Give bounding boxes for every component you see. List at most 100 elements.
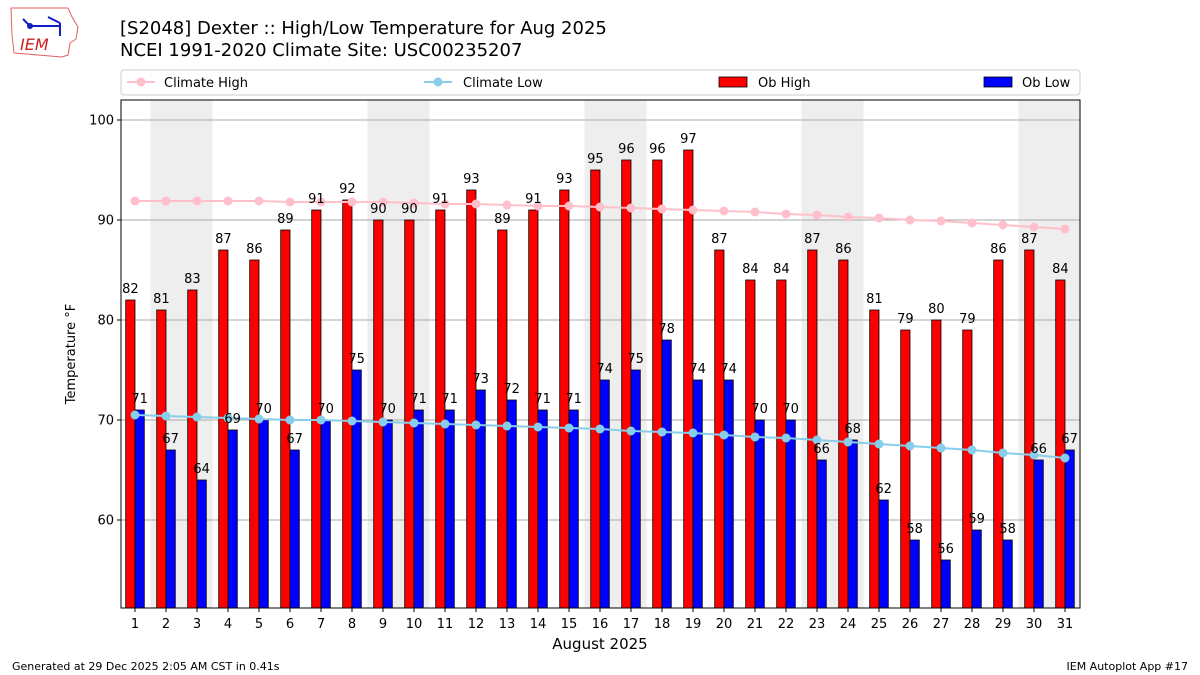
ob-low-label: 71: [131, 392, 148, 407]
ob-low-bar: [351, 369, 362, 609]
climate-high-point: [843, 212, 853, 222]
ob-high-bar: [869, 309, 880, 609]
climate-high-point: [1029, 222, 1039, 232]
ob-low-bar: [940, 559, 951, 609]
ob-low-label: 71: [534, 392, 551, 407]
ob-high-bar: [714, 249, 725, 609]
ob-high-label: 89: [277, 212, 294, 227]
ob-low-bar: [227, 429, 238, 609]
climate-high-point: [1060, 224, 1070, 234]
ob-high-label: 87: [1021, 232, 1038, 247]
ob-low-label: 66: [813, 442, 830, 457]
x-tick-label: 25: [871, 617, 888, 632]
climate-low-point: [161, 411, 171, 421]
ob-low-label: 67: [162, 432, 179, 447]
y-tick-label: 70: [97, 414, 114, 429]
ob-low-label: 78: [658, 322, 675, 337]
ob-low-label: 56: [937, 542, 954, 557]
climate-low-point: [719, 430, 729, 440]
iem-logo: IEM: [10, 7, 79, 58]
ob-low-bar: [971, 529, 982, 609]
climate-high-point: [564, 201, 574, 211]
ob-high-label: 95: [587, 152, 604, 167]
ob-high-label: 84: [742, 262, 759, 277]
climate-low-point: [192, 412, 202, 422]
ob-high-bar: [218, 249, 229, 609]
ob-high-label: 86: [835, 242, 852, 257]
ob-high-bar: [900, 329, 911, 609]
ob-high-label: 92: [339, 182, 356, 197]
ob-low-label: 74: [689, 362, 706, 377]
ob-low-label: 64: [193, 462, 210, 477]
ob-high-label: 90: [370, 202, 387, 217]
climate-high-point: [998, 220, 1008, 230]
x-tick-label: 21: [747, 617, 764, 632]
x-tick-label: 22: [778, 617, 795, 632]
ob-low-bar: [165, 449, 176, 609]
climate-high-point: [812, 210, 822, 220]
ob-high-bar: [497, 229, 508, 609]
ob-low-label: 68: [844, 422, 861, 437]
ob-low-bar: [661, 339, 672, 609]
climate-high-point: [533, 201, 543, 211]
title-line-2: NCEI 1991-2020 Climate Site: USC00235207: [120, 40, 523, 61]
climate-low-point: [130, 410, 140, 420]
climate-low-point: [595, 424, 605, 434]
ob-high-bar: [745, 279, 756, 609]
ob-high-label: 83: [184, 272, 201, 287]
ob-high-label: 80: [928, 302, 945, 317]
x-tick-label: 13: [499, 617, 516, 632]
ob-low-bar: [382, 419, 393, 609]
climate-high-point: [316, 197, 326, 207]
ob-low-bar: [1064, 449, 1075, 609]
ob-low-label: 70: [751, 402, 768, 417]
y-tick-label: 100: [89, 114, 114, 129]
ob-low-label: 74: [596, 362, 613, 377]
ob-high-bar: [156, 309, 167, 609]
climate-low-point: [967, 445, 977, 455]
ob-low-label: 70: [782, 402, 799, 417]
ob-high-bar: [962, 329, 973, 609]
ob-high-label: 86: [246, 242, 263, 257]
climate-high-point: [626, 203, 636, 213]
climate-low-point: [440, 419, 450, 429]
ob-low-bar: [444, 409, 455, 609]
ob-high-label: 96: [649, 142, 666, 157]
x-tick-label: 14: [530, 617, 547, 632]
climate-high-point: [471, 199, 481, 209]
climate-low-point: [347, 416, 357, 426]
ob-low-bar: [1033, 459, 1044, 609]
climate-low-point: [502, 421, 512, 431]
climate-high-point: [347, 197, 357, 207]
climate-low-point: [1060, 453, 1070, 463]
ob-high-label: 82: [122, 282, 139, 297]
climate-low-point: [874, 439, 884, 449]
climate-high-point: [719, 206, 729, 216]
x-tick-label: 30: [1026, 617, 1043, 632]
ob-low-label: 71: [565, 392, 582, 407]
x-tick-label: 17: [623, 617, 640, 632]
title-line-1: [S2048] Dexter :: High/Low Temperature f…: [120, 18, 607, 39]
climate-low-point: [750, 432, 760, 442]
ob-high-bar: [1024, 249, 1035, 609]
climate-low-point: [626, 426, 636, 436]
ob-high-label: 84: [1052, 262, 1069, 277]
ob-high-label: 93: [556, 172, 573, 187]
legend-ob-high: Ob High: [718, 76, 811, 91]
ob-high-bar: [466, 189, 477, 609]
x-tick-label: 31: [1057, 617, 1074, 632]
climate-high-point: [161, 196, 171, 206]
climate-high-point: [192, 196, 202, 206]
ob-low-label: 59: [968, 512, 985, 527]
ob-low-bar: [909, 539, 920, 609]
climate-high-point: [409, 198, 419, 208]
legend-climate-low: Climate Low: [424, 76, 543, 91]
ob-high-label: 93: [463, 172, 480, 187]
ob-high-bar: [931, 319, 942, 609]
climate-low-point: [657, 427, 667, 437]
climate-low-point: [781, 433, 791, 443]
x-tick-label: 29: [995, 617, 1012, 632]
ob-low-bar: [1002, 539, 1013, 609]
ob-high-label: 91: [525, 192, 542, 207]
legend-climate-high: Climate High: [127, 76, 248, 91]
